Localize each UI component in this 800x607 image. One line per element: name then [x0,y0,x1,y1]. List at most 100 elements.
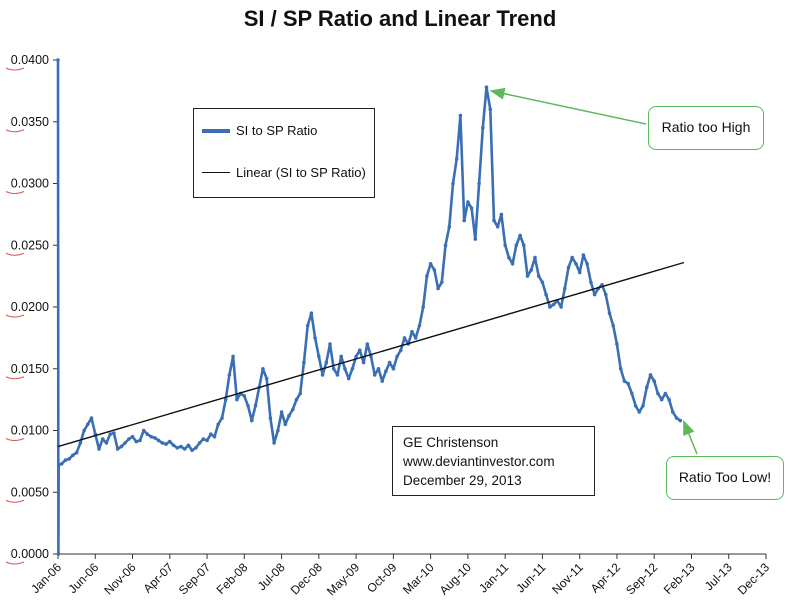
series-ratio-point [495,224,500,229]
series-ratio-point [481,126,485,130]
series-ratio-point [384,369,388,374]
series-ratio-point [313,336,317,340]
series-ratio-point [440,280,444,285]
x-tick-label: Jun-11 [513,560,548,595]
y-tick-label: 0.0000 [11,547,49,561]
series-ratio-point [410,329,414,334]
series-ratio-point [488,107,493,112]
series-ratio-point [443,243,448,248]
series-ratio-point [473,237,478,241]
series-ratio-point [637,410,642,414]
series-ratio-point [212,434,217,439]
series-ratio-point [242,394,247,398]
series-ratio-point [82,428,86,433]
series-ratio-point [235,397,239,402]
x-tick-label: Jan-06 [28,560,64,596]
series-ratio-point [343,367,347,371]
y-tick-label: 0.0050 [11,485,49,499]
series-ratio-point [63,458,68,462]
series-ratio-point [279,410,284,414]
callout-ratio-low: Ratio Too Low! [666,456,784,500]
credit-author: GE Christenson [403,435,499,450]
series-ratio-point [74,450,79,455]
series-ratio-point [227,373,232,377]
series-ratio-point [291,407,295,412]
legend-item-trend: Linear (SI to SP Ratio) [202,165,366,180]
series-ratio-point [328,342,332,346]
x-tick-label: Oct-09 [364,560,400,596]
series-ratio-point [209,432,213,437]
series-ratio-point [164,442,168,446]
credit-website: www.deviantinvestor.com [403,454,555,469]
series-ratio-point [354,354,358,359]
series-ratio-point [421,305,426,309]
series-ratio-point [592,292,597,297]
series-ratio-point [417,323,422,328]
series-ratio-point [626,381,630,386]
series-ratio-point [56,58,60,62]
x-tick-label: May-09 [324,560,362,598]
series-ratio-point [276,428,280,433]
series-ratio-point [544,292,548,297]
series-ratio-point [432,268,437,272]
series-ratio-point [611,323,615,328]
series-ratio-point [436,286,440,291]
series-ratio-point [182,447,187,451]
series-ratio-point [261,367,265,371]
series-ratio-point [272,441,276,445]
series-ratio-point [499,212,504,217]
series-ratio-point [656,391,660,396]
series-ratio-point [566,265,571,270]
chart-title: SI / SP Ratio and Linear Trend [243,6,557,31]
series-ratio-point [59,462,64,466]
series-ratio-point [138,438,142,443]
y-tick-underline [5,376,25,380]
x-tick-label: Dec-08 [288,560,325,597]
x-tick-label: Apr-07 [141,560,177,596]
series-ratio-point [585,262,589,266]
x-axis: Jan-06 Jun-06 Nov-06 Apr-07 Sep-07 Feb-08 Jul-… [28,553,772,598]
series-ratio-point [253,404,258,408]
series-ratio-point [115,447,120,451]
y-axis: 0.0000 0.0050 0.0100 0.0150 0.0200 0.0250 0.03… [5,53,59,565]
series-ratio-point [250,418,254,423]
series-ratio-point [622,379,627,383]
y-tick-label: 0.0100 [11,424,49,438]
series-ratio-point [529,268,533,272]
series-ratio-point [216,422,220,427]
series-ratio-point [320,373,325,377]
series-ratio-point [484,85,489,89]
callout-ratio-high: Ratio too High [648,106,764,150]
series-ratio-point [179,444,183,449]
annotation-arrows [489,87,698,455]
series-ratio-point [149,434,153,439]
series-ratio-point [391,367,396,371]
series-ratio-point [425,274,429,278]
series-ratio-point [175,446,179,450]
series-ratio-point [331,367,336,371]
series-ratio-point [100,437,105,441]
y-tick-label: 0.0200 [11,300,49,314]
x-tick-label: Sep-07 [176,560,213,597]
series-ratio-point [201,437,206,441]
series-ratio-point [522,243,526,248]
series-ratio-point [294,397,299,402]
legend-swatch-series [202,128,230,133]
series-ratio-point [402,336,407,340]
y-tick-underline [5,252,25,256]
series-ratio-point [220,416,224,420]
series-ratio-point [86,422,90,427]
y-tick-underline [5,191,25,194]
credit-date: December 29, 2013 [403,473,522,488]
series-ratio-point [589,280,593,285]
series-ratio-point [645,385,649,390]
series-ratio-point [510,262,515,266]
series-ratio-point [89,416,94,420]
series-ratio-point [570,255,574,260]
series-layer [56,58,685,556]
series-ratio-point [607,311,612,316]
y-tick-label: 0.0300 [11,177,49,191]
x-tick-label: Nov-06 [101,560,138,597]
series-ratio-point [469,206,474,210]
